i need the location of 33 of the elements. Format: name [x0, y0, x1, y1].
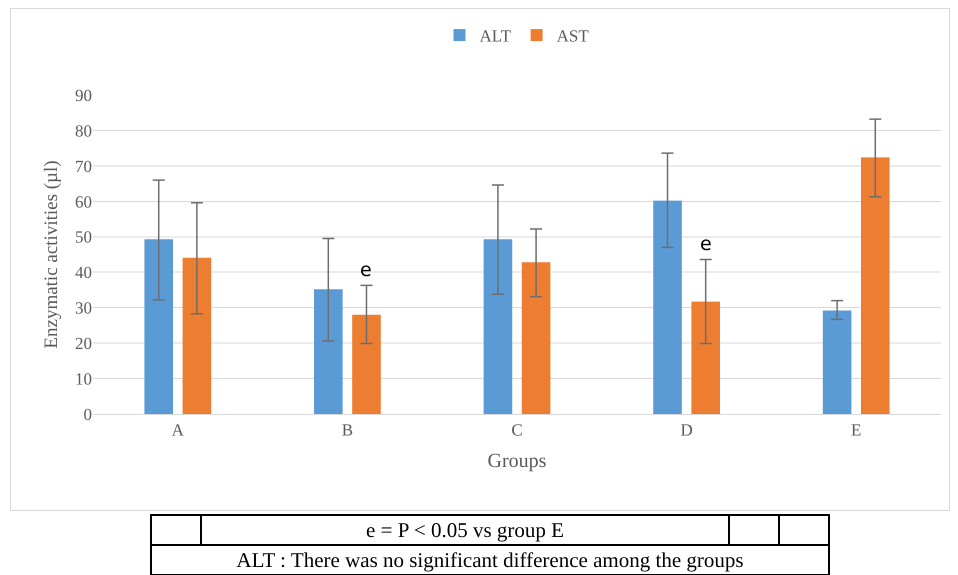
x-tick-label: C [511, 420, 523, 440]
y-tick-label: 10 [75, 370, 92, 389]
y-tick-label: 80 [75, 121, 92, 140]
y-tick-label: 20 [75, 334, 92, 354]
bar [484, 239, 512, 414]
y-tick-label: 0 [84, 404, 92, 424]
y-tick-label: 90 [75, 86, 92, 105]
legend-label: AST [556, 26, 590, 46]
bar [822, 310, 852, 414]
bar [182, 258, 212, 414]
text: ALT : There was no significant difference among the groups [151, 545, 829, 575]
x-tick-label: D [680, 420, 693, 440]
y-tick-label: 70 [75, 156, 92, 176]
annotation: e [360, 259, 372, 281]
y-tick-label: 50 [75, 228, 92, 247]
x-tick-label: B [342, 420, 354, 440]
bar [691, 302, 720, 414]
x-tick-label: A [172, 420, 185, 440]
x-tick-label: E [851, 420, 862, 440]
x-axis-title: Groups [488, 450, 547, 472]
text: e = P < 0.05 vs group E [201, 515, 729, 545]
legend-label: ALT [480, 26, 512, 46]
bar [522, 262, 550, 414]
bar [144, 239, 174, 414]
bar [860, 157, 890, 414]
annotation: e [700, 233, 712, 255]
y-tick-label: 40 [75, 263, 92, 282]
bar [653, 200, 682, 414]
bar [352, 314, 381, 414]
y-axis-title: Enzymatic activities (µl) [40, 160, 62, 349]
bar [314, 289, 343, 414]
y-tick-label: 60 [75, 192, 92, 212]
y-tick-label: 30 [75, 298, 92, 318]
